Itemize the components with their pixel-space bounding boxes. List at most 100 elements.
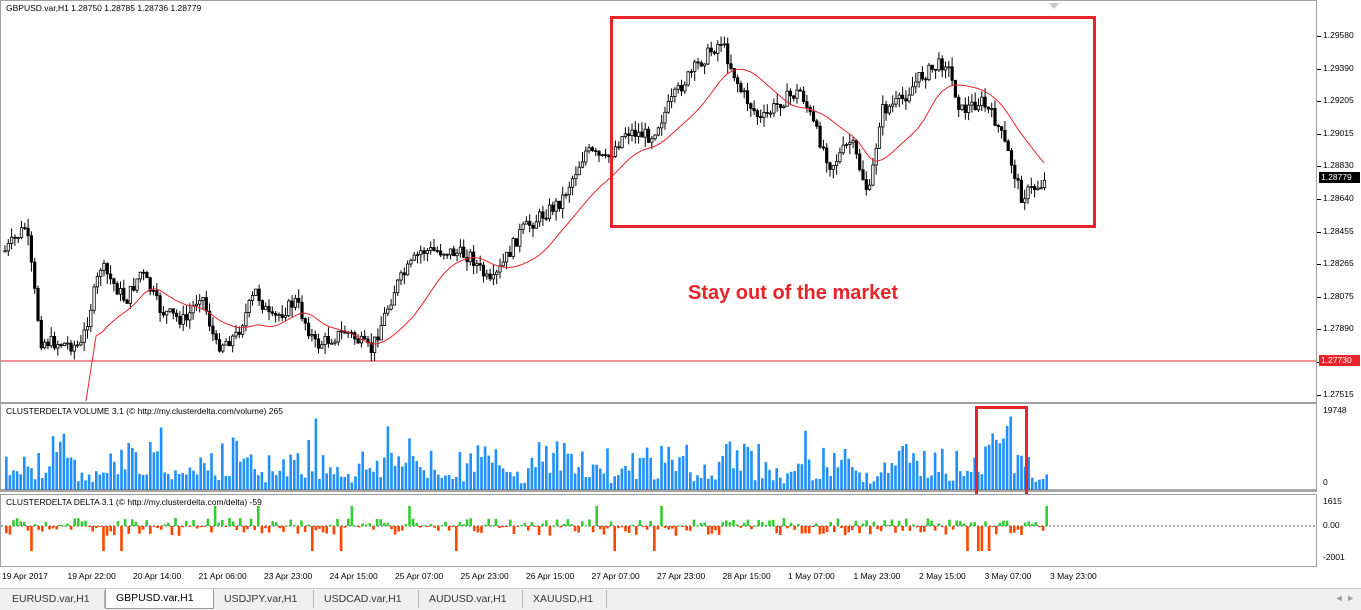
candle-body: [798, 89, 802, 92]
delta-bar: [545, 520, 548, 526]
chart-tab[interactable]: GBPUSD.var,H1: [105, 589, 214, 609]
candle-body: [498, 265, 502, 273]
candle-body: [745, 90, 750, 105]
candle-body: [524, 220, 529, 225]
candle-body: [52, 335, 57, 349]
delta-bar: [278, 526, 282, 529]
delta-bar: [509, 519, 512, 526]
delta-bar: [775, 526, 778, 534]
candle-body: [1016, 178, 1020, 181]
delta-bar: [336, 519, 339, 526]
candle-body: [940, 58, 944, 71]
time-axis[interactable]: 19 Apr 2017 19 Apr 22:00 20 Apr 14:00 21 Ap…: [0, 567, 1317, 587]
delta-bar: [185, 520, 188, 526]
candle-body: [405, 263, 410, 276]
volume-bar: [955, 450, 958, 490]
volume-bar: [620, 468, 624, 490]
delta-bar: [170, 526, 174, 536]
delta-bar: [145, 520, 148, 526]
candle-body: [1019, 179, 1024, 203]
candle-body: [934, 68, 938, 71]
candle-body: [858, 153, 862, 171]
volume-bar: [833, 453, 836, 490]
candle-body: [650, 138, 654, 143]
delta-bar: [696, 525, 699, 527]
delta-bar: [393, 526, 397, 535]
delta-bar: [253, 526, 256, 531]
delta-bar: [217, 522, 220, 526]
candle-body: [99, 270, 103, 277]
candle-body: [1039, 187, 1043, 190]
delta-bar: [411, 518, 415, 526]
price-chart-canvas: [1, 36, 1316, 402]
candle-body: [953, 79, 958, 98]
volume-bar: [33, 479, 37, 490]
candle-body: [666, 101, 670, 113]
chart-tab[interactable]: USDCAD.var,H1: [314, 590, 419, 608]
delta-bar: [487, 518, 490, 526]
candle-body: [887, 105, 892, 114]
delta-bar: [746, 519, 750, 526]
volume-bar: [105, 473, 109, 490]
delta-bar: [285, 525, 289, 527]
delta-bar: [660, 506, 663, 526]
delta-bar: [948, 519, 951, 526]
delta-bar: [98, 526, 102, 527]
tab-scroll-arrows-icon[interactable]: ◄ ►: [1334, 593, 1355, 603]
time-tick-label: 19 Apr 2017: [2, 571, 48, 581]
volume-bar: [944, 473, 948, 490]
delta-bar: [163, 524, 166, 526]
current-price-badge: 1.28779: [1319, 172, 1360, 183]
delta-bar: [811, 526, 814, 527]
time-tick-label: 25 Apr 07:00: [395, 571, 444, 581]
volume-bar: [735, 450, 739, 490]
volume-bar: [570, 453, 573, 490]
delta-indicator-pane[interactable]: CLUSTERDELTA DELTA 3.1 (© http://my.clus…: [0, 494, 1317, 567]
delta-bar: [966, 526, 969, 551]
volume-bar: [573, 473, 577, 490]
chart-tab[interactable]: XAUUSD,H1: [523, 590, 607, 608]
volume-indicator-pane[interactable]: CLUSTERDELTA VOLUME 3,1 (© http://my.clu…: [0, 403, 1317, 492]
delta-bar: [609, 521, 613, 526]
delta-tick-label: 0.00: [1323, 520, 1340, 530]
volume-bar: [296, 453, 300, 490]
chart-tab[interactable]: AUDUSD.var,H1: [419, 590, 523, 608]
candle-body: [679, 84, 684, 92]
candle-body: [749, 103, 753, 109]
volume-bar: [613, 476, 616, 490]
volume-bar: [707, 478, 710, 490]
delta-bar: [289, 519, 292, 526]
volume-bar: [739, 470, 742, 490]
volume-bar: [343, 476, 346, 490]
delta-bar: [584, 525, 588, 527]
volume-bar: [1002, 438, 1005, 490]
volume-bar: [588, 477, 591, 490]
price-axis[interactable]: 1.29580 1.29390 1.29205 1.29015 1.28830 1.286…: [1317, 0, 1361, 403]
chart-tab[interactable]: EURUSD.var,H1: [2, 590, 105, 608]
volume-bar: [728, 441, 732, 490]
candle-body: [973, 101, 977, 111]
volume-bar: [163, 472, 166, 490]
volume-bar: [210, 453, 213, 490]
delta-bar: [519, 525, 523, 527]
volume-bar: [753, 480, 757, 490]
price-chart-pane[interactable]: GBPUSD.var,H1 1.28750 1.28785 1.28736 1.…: [0, 0, 1317, 403]
delta-bar: [631, 524, 634, 526]
volume-bar: [48, 466, 51, 490]
candle-body: [303, 318, 307, 324]
chevron-down-icon[interactable]: [1049, 3, 1059, 9]
time-tick-label: 3 May 07:00: [984, 571, 1032, 581]
chart-tab[interactable]: USDJPY.var,H1: [214, 590, 314, 608]
volume-bar: [113, 461, 116, 490]
candle-body: [198, 300, 202, 305]
delta-bar: [368, 523, 372, 526]
candle-body: [468, 251, 472, 263]
candle-body: [604, 154, 608, 157]
candle-body: [673, 88, 677, 97]
delta-bar: [764, 524, 768, 526]
delta-bar: [1002, 520, 1005, 526]
candle-body: [267, 306, 271, 313]
delta-bar: [62, 525, 66, 527]
candle-body: [36, 287, 40, 321]
candle-body: [399, 272, 403, 281]
